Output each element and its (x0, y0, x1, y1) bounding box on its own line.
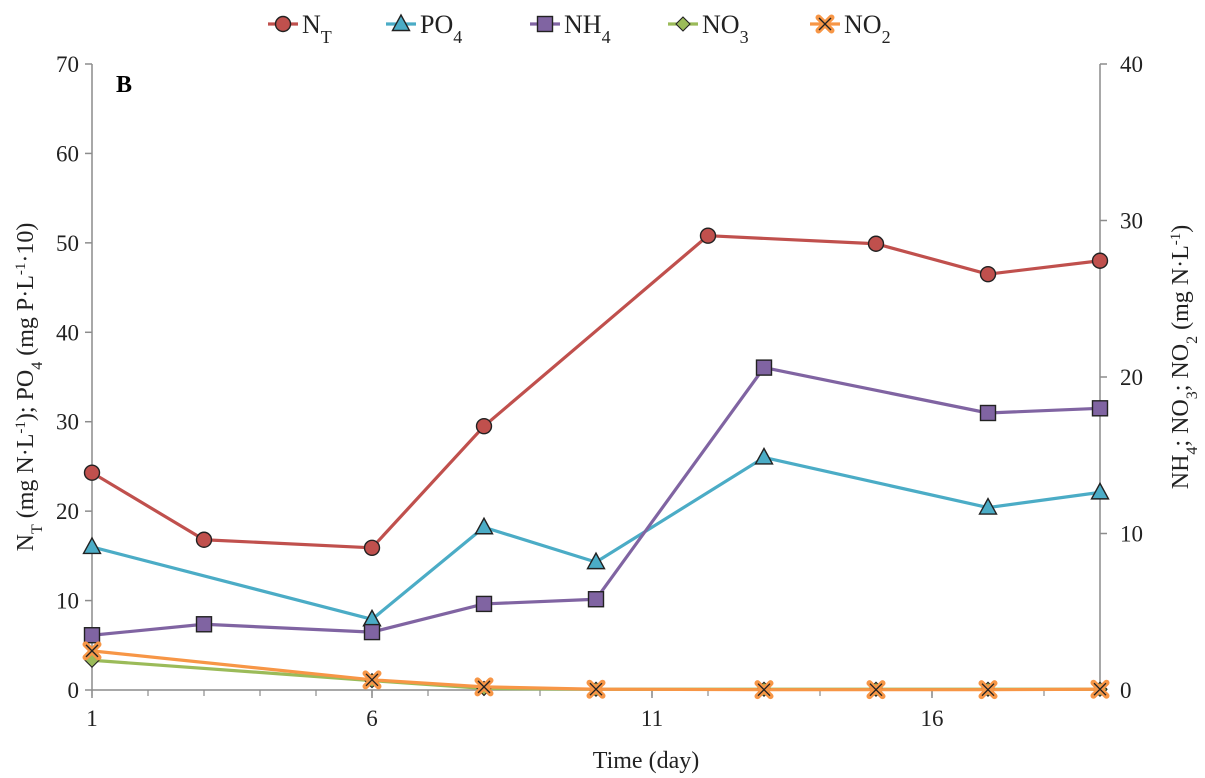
data-point-po4 (1090, 481, 1110, 500)
y-right-tick-label: 40 (1120, 52, 1143, 77)
legend-label-no2: NO2 (844, 10, 891, 47)
x-axis-title: Time (day) (593, 748, 699, 774)
data-point-no2 (474, 677, 494, 697)
y-left-tick-label: 0 (68, 678, 80, 703)
y-axis-right-title: NH4; NO3; NO2 (mg N·L-1) (1168, 225, 1201, 490)
data-point-nt (867, 235, 885, 252)
x-tick-label: 16 (921, 706, 944, 731)
series-line-no2 (91, 649, 1101, 692)
data-point-po4 (754, 447, 774, 465)
legend-item-no3: NO3 (668, 10, 749, 47)
legend-marker-po4 (391, 13, 411, 32)
data-point-nt (979, 265, 997, 283)
x-tick-label: 6 (366, 706, 378, 731)
data-point-nh4 (83, 627, 101, 644)
data-point-no2 (82, 641, 102, 661)
series-line-nt (91, 234, 1101, 550)
data-point-nh4 (1091, 400, 1109, 417)
data-point-no2 (866, 680, 886, 700)
legend-label-nh4: NH4 (564, 10, 611, 47)
data-point-po4 (978, 497, 998, 515)
legend-label-no3: NO3 (702, 10, 749, 47)
x-tick-label: 11 (641, 706, 663, 731)
legend: NT PO4 NH4 NO3 NO2 (268, 10, 891, 47)
data-point-po4 (474, 516, 494, 535)
series-po4 (82, 447, 1110, 627)
data-point-nh4 (587, 591, 605, 608)
legend-marker-no2 (815, 14, 835, 34)
y-left-tick-label: 50 (56, 231, 79, 256)
data-point-nh4 (755, 359, 773, 376)
legend-marker-nt (274, 15, 292, 33)
y-left-tick-label: 20 (56, 499, 79, 524)
legend-label-nt: NT (302, 10, 332, 47)
data-point-no2 (754, 680, 774, 700)
y-right-tick-label: 10 (1120, 522, 1143, 547)
series-nh4 (83, 359, 1109, 644)
data-point-nh4 (363, 623, 381, 641)
y-left-tick-label: 60 (56, 141, 79, 166)
data-point-nt (363, 539, 381, 557)
legend-item-nt: NT (268, 10, 332, 47)
legend-item-nh4: NH4 (530, 10, 611, 47)
data-point-nh4 (195, 616, 213, 633)
y-right-tick-label: 30 (1120, 209, 1143, 234)
data-point-nh4 (979, 404, 997, 422)
y-left-tick-label: 70 (56, 52, 79, 77)
data-point-nt (475, 417, 493, 435)
legend-item-no2: NO2 (810, 10, 891, 47)
y-left-tick-label: 30 (56, 410, 79, 435)
y-right-tick-label: 0 (1120, 678, 1132, 703)
y-axis-left-title: NT (mg N·L-1); PO4 (mg P·L-1·10) (13, 223, 46, 552)
legend-marker-nh4 (536, 15, 554, 33)
data-point-nt (83, 464, 101, 481)
data-point-nt (195, 531, 213, 548)
series-nt (83, 227, 1109, 557)
data-point-nt (699, 227, 717, 244)
legend-item-po4: PO4 (386, 10, 462, 47)
series-line-nh4 (91, 366, 1101, 637)
data-point-nh4 (475, 595, 493, 613)
series-no2 (82, 641, 1110, 700)
panel-label: B (116, 72, 132, 98)
data-point-no2 (1090, 679, 1110, 699)
legend-label-po4: PO4 (420, 10, 462, 47)
data-point-nt (1091, 252, 1109, 269)
data-point-no2 (978, 680, 998, 700)
y-left-tick-label: 40 (56, 320, 79, 345)
x-tick-label: 1 (86, 706, 98, 731)
data-point-no2 (586, 679, 606, 699)
data-point-po4 (82, 536, 102, 555)
data-point-no2 (362, 670, 382, 690)
y-left-tick-label: 10 (56, 589, 79, 614)
y-right-tick-label: 20 (1120, 365, 1143, 390)
data-point-po4 (586, 551, 606, 570)
legend-marker-no3 (675, 16, 691, 32)
